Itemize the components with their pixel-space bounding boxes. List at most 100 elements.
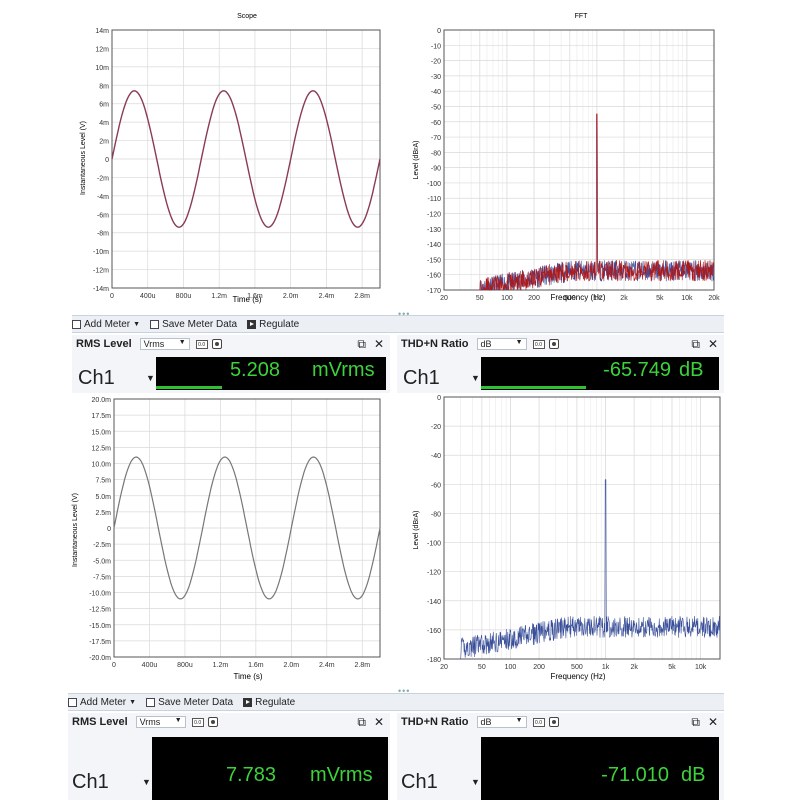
y-tick-label: 5.0m — [95, 494, 111, 501]
y-tick-label: -120 — [427, 570, 441, 577]
x-tick-label: 800u — [177, 662, 193, 669]
y-tick-label: -100 — [427, 181, 441, 188]
channel-dropdown-icon[interactable]: ▼ — [471, 373, 480, 383]
splitter-grip[interactable]: ••• — [398, 309, 411, 319]
y-tick-label: -15.0m — [89, 623, 111, 630]
y-tick-label: -90 — [431, 166, 441, 173]
x-tick-label: 400u — [142, 662, 158, 669]
add-meter-button[interactable]: Add Meter ▼ — [72, 319, 140, 330]
y-tick-label: -10.0m — [89, 591, 111, 598]
rms-unit: mVrms — [312, 359, 375, 381]
thd-meter-title: THD+N Ratio — [401, 338, 469, 350]
y-tick-label: -140 — [427, 599, 441, 606]
thd-value: -71.010 — [601, 764, 669, 786]
close-icon[interactable]: ✕ — [707, 337, 718, 351]
save-meter-data-button[interactable]: Save Meter Data — [146, 697, 233, 708]
x-tick-label: 500 — [571, 664, 583, 671]
y-tick-label: -170 — [427, 288, 441, 295]
x-tick-label: 50 — [478, 664, 486, 671]
y-tick-label: -2.5m — [93, 542, 111, 549]
chevron-down-icon: ▼ — [174, 717, 182, 724]
regulate-button[interactable]: Regulate — [247, 319, 299, 330]
gear-icon[interactable] — [211, 339, 222, 349]
bottom-scope-xlabel: Time (s) — [233, 672, 262, 681]
bottom-fft-trace — [460, 479, 721, 660]
y-tick-label: -60 — [431, 482, 441, 489]
add-meter-icon — [72, 319, 81, 329]
save-icon — [150, 319, 160, 329]
y-tick-label: -120 — [427, 212, 441, 219]
popout-icon[interactable]: ⧉ — [357, 337, 366, 351]
bottom-scope-panel: Instantaneous Level (V) Time (s) 20.0m 17… — [68, 395, 390, 685]
regulate-button[interactable]: Regulate — [243, 697, 295, 708]
rms-meter-title: RMS Level — [72, 716, 128, 728]
top-fft-ylabel: Level (dBrA) — [413, 141, 420, 180]
chevron-down-icon: ▼ — [133, 320, 141, 328]
top-fft-plot-area[interactable] — [443, 29, 715, 291]
y-tick-label: -10 — [431, 43, 441, 50]
top-fft-trace-red — [479, 113, 715, 291]
chevron-down-icon: ▼ — [515, 339, 523, 346]
y-tick-label: -7.5m — [93, 574, 111, 581]
y-tick-label: -100 — [427, 541, 441, 548]
thd-readout: -65.749 dB — [481, 357, 719, 390]
channel-dropdown-icon[interactable]: ▼ — [471, 777, 480, 787]
y-tick-label: 20.0m — [92, 397, 112, 404]
rms-unit-select[interactable]: Vrms ▼ — [135, 716, 186, 728]
rms-channel-label: Ch1 — [78, 367, 115, 389]
x-tick-label: 2.0m — [284, 662, 300, 669]
rms-level-meter-bottom: RMS Level Vrms ▼ 0.0 ⧉ ✕ Ch1 ▼ 7.783 mVrms — [68, 713, 390, 800]
rms-readout: 5.208 mVrms — [156, 357, 386, 390]
y-tick-label: -10m — [93, 249, 109, 256]
bottom-fft-ylabel: Level (dBrA) — [413, 511, 420, 550]
display-options-icon[interactable]: 0.0 — [195, 339, 208, 349]
x-tick-label: 5k — [668, 664, 676, 671]
add-meter-button[interactable]: Add Meter ▼ — [68, 697, 136, 708]
y-tick-label: 17.5m — [92, 413, 112, 420]
splitter-grip[interactable]: ••• — [398, 686, 411, 696]
channel-dropdown-icon[interactable]: ▼ — [142, 777, 151, 787]
display-options-icon[interactable]: 0.0 — [532, 339, 545, 349]
rms-unit-select[interactable]: Vrms ▼ — [139, 338, 190, 350]
thd-level-bar — [481, 386, 586, 389]
channel-dropdown-icon[interactable]: ▼ — [146, 373, 155, 383]
popout-icon[interactable]: ⧉ — [691, 715, 700, 729]
y-tick-label: 2.5m — [95, 510, 111, 517]
display-options-icon[interactable]: 0.0 — [191, 717, 204, 727]
bottom-fft-plot-area[interactable] — [443, 396, 721, 660]
x-tick-label: 10k — [695, 664, 707, 671]
y-tick-label: 14m — [95, 28, 109, 35]
x-tick-label: 100 — [505, 664, 517, 671]
popout-icon[interactable]: ⧉ — [357, 715, 366, 729]
x-tick-label: 20 — [440, 295, 448, 302]
y-tick-label: -6m — [97, 212, 109, 219]
display-options-icon[interactable]: 0.0 — [532, 717, 545, 727]
popout-icon[interactable]: ⧉ — [691, 337, 700, 351]
close-icon[interactable]: ✕ — [373, 337, 384, 351]
close-icon[interactable]: ✕ — [707, 715, 718, 729]
rms-unit: mVrms — [310, 764, 373, 786]
y-tick-label: 4m — [99, 120, 109, 127]
y-tick-label: -5.0m — [93, 558, 111, 565]
thd-unit-select[interactable]: dB ▼ — [476, 716, 527, 728]
gear-icon[interactable] — [548, 339, 559, 349]
thd-channel-label: Ch1 — [403, 367, 440, 389]
top-fft-title: FFT — [575, 13, 589, 20]
close-icon[interactable]: ✕ — [373, 715, 384, 729]
thd-unit-select[interactable]: dB ▼ — [476, 338, 527, 350]
y-tick-label: -160 — [427, 628, 441, 635]
save-meter-data-button[interactable]: Save Meter Data — [150, 319, 237, 330]
meter-toolbar-top: Add Meter ▼ Save Meter Data Regulate — [72, 315, 724, 333]
y-tick-label: -20.0m — [89, 655, 111, 662]
y-tick-label: -40 — [431, 453, 441, 460]
y-tick-label: -17.5m — [89, 639, 111, 646]
y-tick-label: 12.5m — [92, 445, 112, 452]
y-tick-label: -40 — [431, 89, 441, 96]
x-tick-label: 2.4m — [319, 293, 335, 300]
rms-value: 5.208 — [229, 359, 280, 381]
rms-readout: 7.783 mVrms — [152, 737, 388, 800]
gear-icon[interactable] — [207, 717, 218, 727]
play-icon — [247, 319, 257, 329]
gear-icon[interactable] — [548, 717, 559, 727]
y-tick-label: -14m — [93, 286, 109, 293]
